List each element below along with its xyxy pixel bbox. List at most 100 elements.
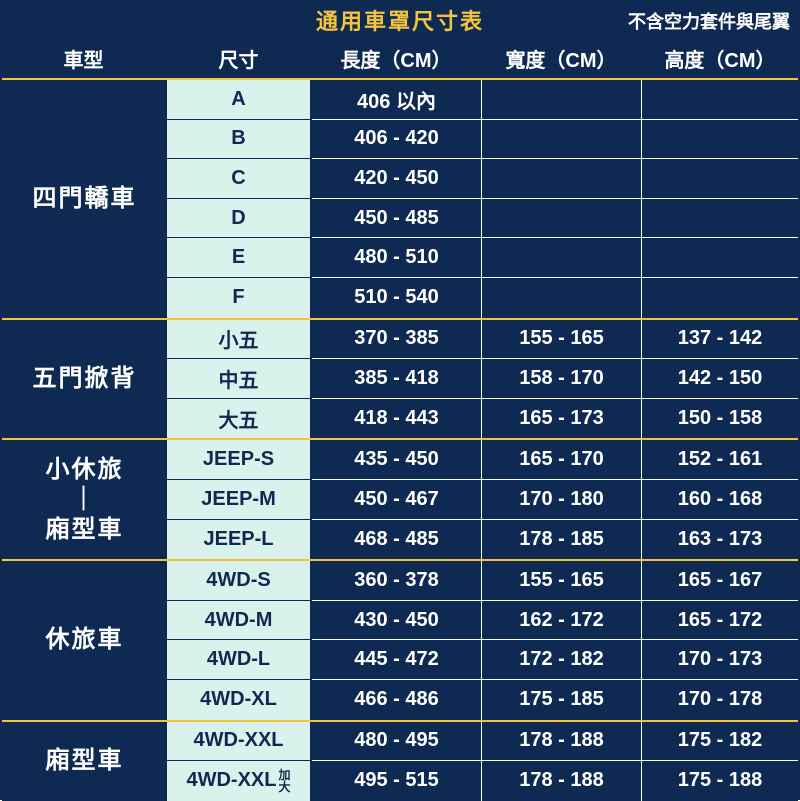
header-height: 高度（CM） [642,38,798,78]
cell-length: 495 - 515 [312,761,482,801]
cell-length: 480 - 495 [312,722,482,762]
cell-height: 150 - 158 [642,399,798,439]
cell-size: 4WD-XL [167,680,312,720]
cell-height: 175 - 182 [642,722,798,762]
cell-length: 406 以內 [312,80,482,120]
cell-width: 178 - 188 [482,722,642,762]
cell-length: 435 - 450 [312,440,482,480]
cell-size: JEEP-L [167,520,312,560]
cell-width: 178 - 188 [482,761,642,801]
cell-size: A [167,80,312,120]
header-row: 車型 尺寸 長度（CM） 寬度（CM） 高度（CM） [2,38,798,80]
table-row: 4WD-XXL加 大495 - 515178 - 188175 - 188 [167,761,798,801]
header-size: 尺寸 [167,38,312,78]
group: 休旅車4WD-S360 - 378155 - 165165 - 1674WD-M… [2,561,798,721]
cell-size: 4WD-S [167,561,312,601]
cell-size: D [167,199,312,239]
size-chart: 通用車罩尺寸表 不含空力套件與尾翼 車型 尺寸 長度（CM） 寬度（CM） 高度… [0,0,800,800]
rows: JEEP-S435 - 450165 - 170152 - 161JEEP-M4… [167,440,798,559]
cell-width: 172 - 182 [482,640,642,680]
type-label: 小休旅 ｜ 廂型車 [2,440,167,559]
rows: 4WD-XXL480 - 495178 - 188175 - 1824WD-XX… [167,722,798,801]
cell-width [482,199,642,239]
cell-width: 162 - 172 [482,601,642,641]
cell-length: 406 - 420 [312,120,482,160]
cell-height: 175 - 188 [642,761,798,801]
cell-height: 170 - 173 [642,640,798,680]
cell-size: F [167,278,312,318]
cell-height [642,80,798,120]
table-row: JEEP-L468 - 485178 - 185163 - 173 [167,520,798,560]
cell-width [482,238,642,278]
cell-height [642,199,798,239]
type-label: 廂型車 [2,722,167,801]
cell-size: 4WD-L [167,640,312,680]
cell-height: 163 - 173 [642,520,798,560]
header-type: 車型 [2,38,167,78]
table-row: B406 - 420 [167,120,798,160]
cell-width [482,278,642,318]
title-bar: 通用車罩尺寸表 不含空力套件與尾翼 [2,2,798,38]
header-width: 寬度（CM） [482,38,642,78]
table-row: A406 以內 [167,80,798,120]
cell-height: 137 - 142 [642,320,798,360]
table-row: 大五418 - 443165 - 173150 - 158 [167,399,798,439]
group: 五門掀背小五370 - 385155 - 165137 - 142中五385 -… [2,320,798,441]
cell-height: 165 - 172 [642,601,798,641]
group: 廂型車4WD-XXL480 - 495178 - 188175 - 1824WD… [2,722,798,801]
cell-length: 450 - 467 [312,480,482,520]
cell-size: 中五 [167,359,312,399]
table-row: C420 - 450 [167,159,798,199]
rows: 4WD-S360 - 378155 - 165165 - 1674WD-M430… [167,561,798,719]
table-row: 小五370 - 385155 - 165137 - 142 [167,320,798,360]
table-row: 4WD-M430 - 450162 - 172165 - 172 [167,601,798,641]
cell-width: 155 - 165 [482,561,642,601]
cell-width: 178 - 185 [482,520,642,560]
table-row: D450 - 485 [167,199,798,239]
cell-length: 420 - 450 [312,159,482,199]
table-row: 中五385 - 418158 - 170142 - 150 [167,359,798,399]
type-label: 休旅車 [2,561,167,719]
cell-width [482,159,642,199]
cell-height: 170 - 178 [642,680,798,720]
cell-width: 170 - 180 [482,480,642,520]
cell-width: 165 - 173 [482,399,642,439]
cell-length: 430 - 450 [312,601,482,641]
cell-size: 大五 [167,399,312,439]
cell-size: C [167,159,312,199]
chart-title: 通用車罩尺寸表 [316,4,484,36]
type-label: 五門掀背 [2,320,167,439]
cell-width [482,120,642,160]
cell-height: 152 - 161 [642,440,798,480]
cell-size: 4WD-M [167,601,312,641]
cell-width: 175 - 185 [482,680,642,720]
table-body: 四門轎車A406 以內B406 - 420C420 - 450D450 - 48… [2,80,798,801]
rows: A406 以內B406 - 420C420 - 450D450 - 485E48… [167,80,798,318]
table-row: 4WD-XL466 - 486175 - 185170 - 178 [167,680,798,720]
cell-size: JEEP-S [167,440,312,480]
cell-height: 142 - 150 [642,359,798,399]
chart-subtitle: 不含空力套件與尾翼 [628,8,790,34]
cell-height [642,238,798,278]
cell-size: 4WD-XXL [167,722,312,762]
cell-length: 480 - 510 [312,238,482,278]
rows: 小五370 - 385155 - 165137 - 142中五385 - 418… [167,320,798,439]
cell-height [642,159,798,199]
type-label: 四門轎車 [2,80,167,318]
cell-length: 360 - 378 [312,561,482,601]
table-row: E480 - 510 [167,238,798,278]
cell-width: 165 - 170 [482,440,642,480]
group: 四門轎車A406 以內B406 - 420C420 - 450D450 - 48… [2,80,798,320]
table-row: 4WD-L445 - 472172 - 182170 - 173 [167,640,798,680]
cell-size: E [167,238,312,278]
cell-length: 385 - 418 [312,359,482,399]
table-row: JEEP-S435 - 450165 - 170152 - 161 [167,440,798,480]
cell-width: 158 - 170 [482,359,642,399]
cell-height [642,120,798,160]
cell-height: 160 - 168 [642,480,798,520]
cell-length: 468 - 485 [312,520,482,560]
cell-length: 370 - 385 [312,320,482,360]
table-row: 4WD-S360 - 378155 - 165165 - 167 [167,561,798,601]
header-length: 長度（CM） [312,38,482,78]
cell-width: 155 - 165 [482,320,642,360]
